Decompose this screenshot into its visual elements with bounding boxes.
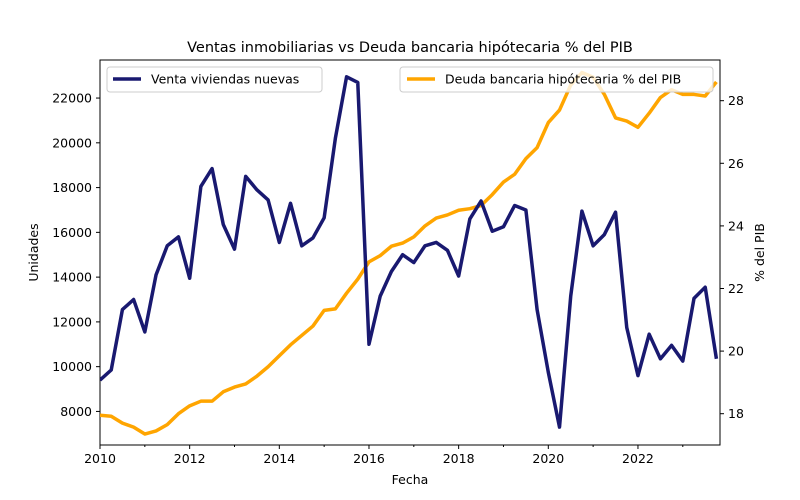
- y-left-tick-label: 12000: [52, 314, 92, 329]
- x-tick-label: 2018: [443, 451, 475, 466]
- y-right-tick-label: 24: [728, 218, 744, 233]
- y-axis-right-label: % del PIB: [752, 223, 767, 282]
- y-left-tick-label: 16000: [52, 225, 92, 240]
- y-left-tick-label: 22000: [52, 91, 92, 106]
- y-left-tick-label: 14000: [52, 270, 92, 285]
- x-tick-label: 2016: [353, 451, 385, 466]
- legend-left-box: [106, 66, 323, 93]
- legend-left: Venta viviendas nuevas: [106, 66, 323, 93]
- legend-right: Deuda bancaria hipótecaria % del PIB: [399, 66, 714, 93]
- x-tick-label: 2010: [84, 451, 116, 466]
- y-right-tick-label: 22: [728, 281, 744, 296]
- x-tick-label: 2012: [174, 451, 206, 466]
- chart-title: Ventas inmobiliarias vs Deuda bancaria h…: [187, 40, 633, 56]
- y-left-tick-label: 8000: [60, 404, 92, 419]
- y-axis-left: 8000 10000 12000 14000 16000 18000 20000 22000: [52, 91, 100, 419]
- y-left-tick-label: 10000: [52, 359, 92, 374]
- y-right-tick-label: 18: [728, 406, 744, 421]
- y-axis-right: 18 20 22 24 26 28: [720, 93, 744, 421]
- y-axis-left-label: Unidades: [26, 223, 41, 281]
- y-right-tick-label: 26: [728, 156, 744, 171]
- y-right-tick-label: 20: [728, 344, 744, 359]
- x-tick-label: 2022: [622, 451, 654, 466]
- x-axis: 2010 2012 2014 2016 2018 2020 2022: [84, 445, 684, 466]
- plot-area: [99, 59, 721, 446]
- x-tick-label: 2014: [263, 451, 295, 466]
- y-left-tick-label: 20000: [52, 135, 92, 150]
- series-lines: [100, 70, 719, 436]
- legend-right-label: Deuda bancaria hipótecaria % del PIB: [445, 72, 681, 87]
- legend-left-label: Venta viviendas nuevas: [151, 72, 299, 87]
- y-right-tick-label: 28: [728, 93, 744, 108]
- x-axis-label: Fecha: [392, 472, 429, 487]
- y-left-tick-label: 18000: [52, 180, 92, 195]
- x-tick-label: 2020: [532, 451, 564, 466]
- series-line-venta-viviendas: [100, 75, 719, 429]
- series-line-deuda-hipotecaria: [100, 70, 718, 436]
- plot-frame: [99, 59, 721, 446]
- legend-right-box: [399, 66, 714, 93]
